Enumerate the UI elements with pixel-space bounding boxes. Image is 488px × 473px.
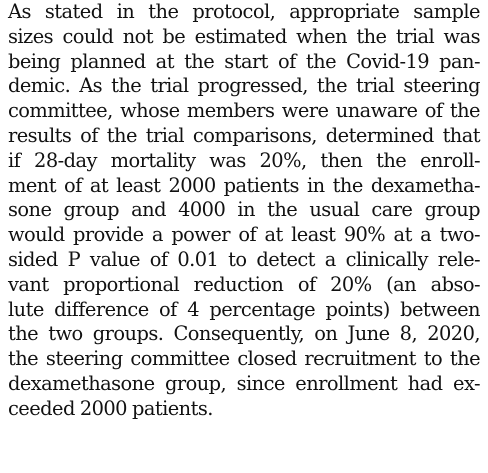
- paragraph-line: results of the trial comparisons, determ…: [8, 123, 481, 147]
- paragraph-line: the steering committee closed recruitmen…: [8, 347, 481, 371]
- paragraph-line: sided P value of 0.01 to detect a clinic…: [8, 247, 481, 271]
- paragraph-line: ceeded 2000 patients.: [8, 396, 213, 420]
- paragraph-line: sizes could not be estimated when the tr…: [8, 24, 481, 48]
- paragraph-line: committee, whose members were unaware of…: [8, 99, 481, 123]
- paragraph-line: ment of at least 2000 patients in the de…: [8, 173, 481, 197]
- paragraph-line: vant proportional reduction of 20% (an a…: [8, 272, 481, 296]
- body-paragraph: As stated in the protocol, appropriate s…: [8, 0, 481, 422]
- paragraph-line: dexamethasone group, since enrollment ha…: [8, 371, 481, 395]
- paragraph-line: sone group and 4000 in the usual care gr…: [8, 198, 481, 222]
- paragraph-line: if 28-day mortality was 20%, then the en…: [8, 148, 481, 172]
- paragraph-line: the two groups. Consequently, on June 8,…: [8, 322, 481, 346]
- paragraph-line: As stated in the protocol, appropriate s…: [8, 0, 481, 23]
- paragraph-line: demic. As the trial progressed, the tria…: [8, 74, 481, 98]
- paragraph-line: lute difference of 4 percentage points) …: [8, 297, 481, 321]
- paragraph-line: would provide a power of at least 90% at…: [8, 223, 481, 247]
- paragraph-line: being planned at the start of the Covid-…: [8, 49, 481, 73]
